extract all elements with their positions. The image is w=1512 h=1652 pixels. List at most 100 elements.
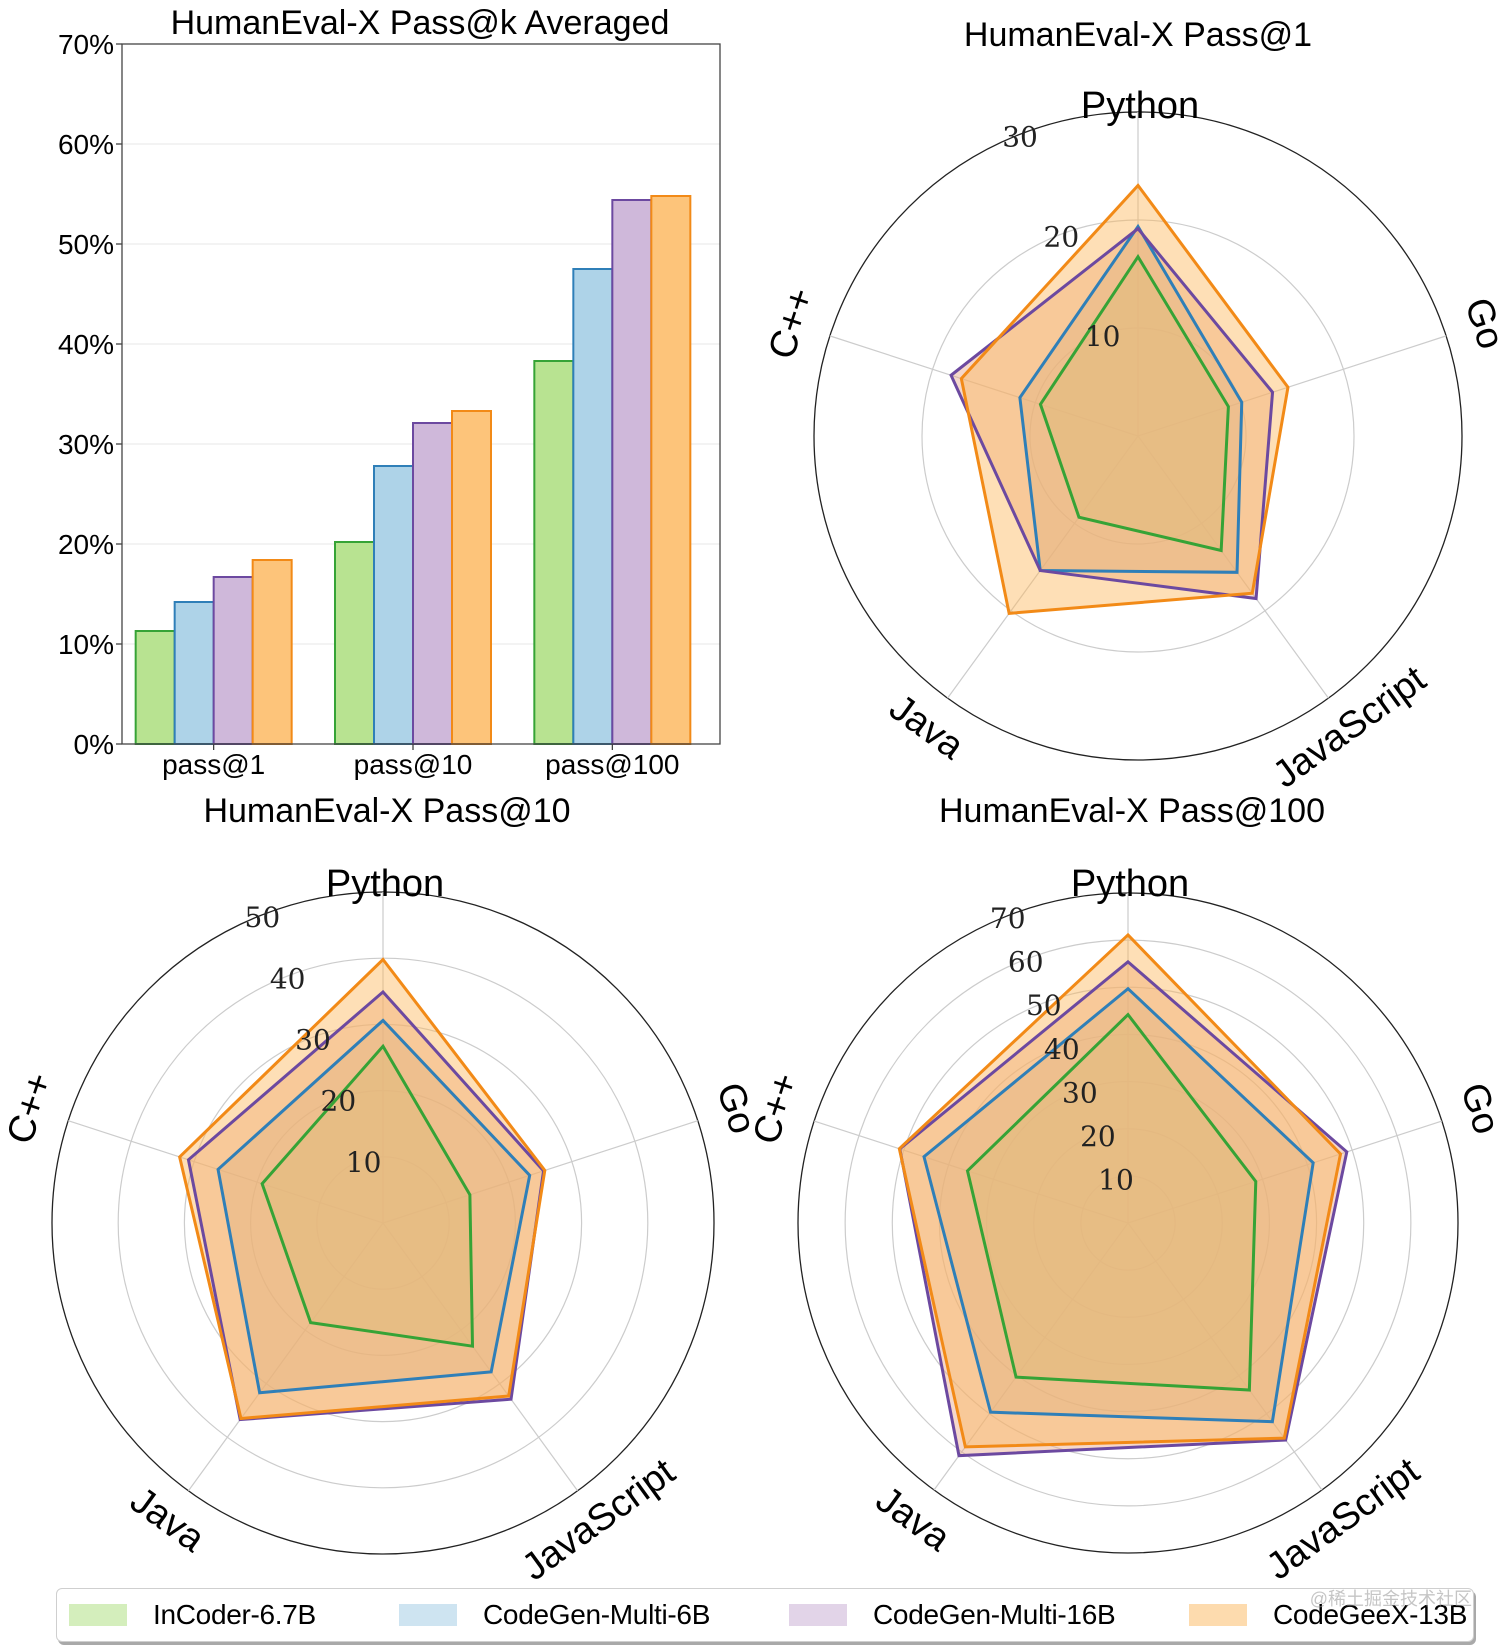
legend-swatch-codegeex <box>1189 1604 1247 1626</box>
legend-swatch-codegen-16b <box>789 1604 847 1626</box>
radar-axis-label-java: Java <box>882 687 972 769</box>
radar-fill-codegen-multi-16b <box>188 991 544 1420</box>
radar-fill-incoder-6-7b <box>967 1014 1256 1391</box>
radar-chart-pass1: HumanEval-X Pass@1 10 20 30 Python Go JavaScr… <box>761 16 1512 796</box>
bar-codegeex-13b-pass-100 <box>650 195 692 745</box>
radar-axis-label-javascript: JavaScript <box>515 1451 684 1590</box>
legend-swatch-incoder <box>69 1604 127 1626</box>
watermark: @稀土掘金技术社区 <box>1309 1589 1472 1609</box>
bar-y-tick-labels: 0% 10% 20% 30% 40% 50% 60% 70% <box>58 29 114 760</box>
bar-y-tick-label: 30% <box>58 429 114 460</box>
bar-x-tick-label: pass@10 <box>354 749 473 780</box>
bar-y-tick-label: 40% <box>58 329 114 360</box>
legend: InCoder-6.7B CodeGen-Multi-6B CodeGen-Mu… <box>56 1588 1474 1642</box>
radar-axis-label-go: Go <box>1452 1078 1508 1139</box>
bar-incoder-6-7b-pass-10 <box>334 541 375 745</box>
radar-outline-codegen-multi-6b <box>1018 223 1244 574</box>
radar-r-tick-label: 20 <box>321 1085 357 1118</box>
bar-chart-title: HumanEval-X Pass@k Averaged <box>171 4 670 42</box>
radar-axis-label-c: C++ <box>0 1068 61 1149</box>
bar-y-tick-label: 60% <box>58 129 114 160</box>
radar-outline-incoder-6-7b <box>260 1043 475 1348</box>
bar-series-group <box>134 195 692 745</box>
radar-fill-codegeex-13b <box>961 185 1288 614</box>
radar-axis-label-python: Python <box>1081 85 1199 127</box>
radar-r-tick-label: 40 <box>1044 1033 1080 1066</box>
radar-r-tick-label: 10 <box>1085 320 1121 353</box>
radar-axis-label-python: Python <box>1071 863 1189 905</box>
bar-codegeex-13b-pass-1 <box>251 559 293 745</box>
radar-outline-codegen-multi-6b <box>922 986 1315 1424</box>
bar-chart-averaged: HumanEval-X Pass@k Averaged 0% 10% 20% 30% 4… <box>58 4 721 780</box>
radar-pass10-title: HumanEval-X Pass@10 <box>203 792 570 830</box>
radar-r-tick-label: 40 <box>270 962 306 995</box>
radar-axis-label-go: Go <box>1456 293 1512 354</box>
radar-r-tick-label: 30 <box>1062 1076 1098 1109</box>
bar-codegeex-13b-pass-10 <box>451 410 492 745</box>
legend-swatch-codegen-6b <box>399 1604 457 1626</box>
radar-r-tick-label: 30 <box>1002 121 1038 154</box>
radar-outline-incoder-6-7b <box>1038 253 1230 553</box>
legend-label-codegen-16b: CodeGen-Multi-16B <box>873 1599 1116 1630</box>
bar-y-tick-label: 0% <box>74 729 114 760</box>
radar-outline-codegen-multi-6b <box>216 1018 532 1395</box>
radar-outline-codegeex-13b <box>897 932 1343 1449</box>
radar-axis-label-javascript: JavaScript <box>1266 658 1435 797</box>
legend-item-incoder: InCoder-6.7B <box>57 1589 387 1641</box>
radar-outline-codegen-multi-16b <box>949 226 1275 601</box>
bar-codegen-multi-16b-pass-100 <box>611 199 653 745</box>
radar-chart-pass100: HumanEval-X Pass@100 10 20 30 40 50 60 70 Pytho… <box>745 792 1508 1588</box>
radar-r-tick-label: 20 <box>1080 1120 1116 1153</box>
radar-outline-codegen-multi-16b <box>186 989 546 1422</box>
bar-codegen-multi-16b-pass-10 <box>412 422 453 745</box>
radar-axis-label-c: C++ <box>745 1068 807 1149</box>
radar-pass100-title: HumanEval-X Pass@100 <box>939 792 1325 830</box>
radar-r-tick-label: 60 <box>1008 946 1044 979</box>
radar-pass1-title: HumanEval-X Pass@1 <box>964 16 1312 54</box>
legend-item-codegen-16b: CodeGen-Multi-16B <box>777 1589 1177 1641</box>
radar-outline-codegen-multi-16b <box>898 959 1349 1458</box>
radar-outline-incoder-6-7b <box>965 1012 1258 1392</box>
bar-plot-frame <box>121 43 721 745</box>
bar-codegen-multi-6b-pass-10 <box>373 465 414 745</box>
radar-r-tick-label: 30 <box>295 1024 331 1057</box>
legend-label-incoder: InCoder-6.7B <box>153 1599 316 1630</box>
radar-r-tick-label: 10 <box>346 1146 382 1179</box>
radar-r-tick-label: 50 <box>1026 989 1062 1022</box>
bar-codegen-multi-6b-pass-1 <box>173 601 215 745</box>
bar-incoder-6-7b-pass-100 <box>533 360 575 745</box>
radar-r-tick-label: 10 <box>1098 1163 1134 1196</box>
radar-axis-label-java: Java <box>122 1479 212 1561</box>
radar-outline-codegeex-13b <box>177 957 547 1421</box>
radar-fill-codegen-multi-6b <box>1019 226 1242 573</box>
legend-item-codegen-6b: CodeGen-Multi-6B <box>387 1589 777 1641</box>
bar-codegen-multi-6b-pass-100 <box>572 268 614 745</box>
bar-y-tick-label: 50% <box>58 229 114 260</box>
bar-y-tick-label: 20% <box>58 529 114 560</box>
radar-axis-label-c: C++ <box>761 283 823 364</box>
radar-chart-pass10: HumanEval-X Pass@10 1020304050PythonGoJa… <box>0 792 764 1589</box>
radar-outline-codegeex-13b <box>959 183 1290 615</box>
bar-y-tick-label: 10% <box>58 629 114 660</box>
legend-label-codegen-6b: CodeGen-Multi-6B <box>483 1599 711 1630</box>
radar-fill-codegen-multi-6b <box>923 988 1314 1422</box>
radar-fill-incoder-6-7b <box>262 1046 473 1347</box>
legend-label-codegeex: CodeGeeX-13B <box>1273 1599 1468 1630</box>
bar-x-tick-label: pass@1 <box>162 749 265 780</box>
radar-axis-label-java: Java <box>868 1479 958 1561</box>
bar-axes <box>116 43 721 750</box>
bar-y-tick-label: 70% <box>58 29 114 60</box>
radar-axis-label-javascript: JavaScript <box>1259 1450 1428 1589</box>
radar-r-tick-label: 50 <box>245 901 281 934</box>
bar-x-tick-labels: pass@1 pass@10 pass@100 <box>162 749 679 780</box>
radar-axis-label-python: Python <box>326 863 444 905</box>
radar-r-tick-label: 20 <box>1044 220 1080 253</box>
radar-fill-codegen-multi-6b <box>218 1020 530 1393</box>
bar-x-tick-label: pass@100 <box>545 749 679 780</box>
radar-r-tick-label: 70 <box>990 902 1026 935</box>
legend-item-codegeex: CodeGeeX-13B <box>1177 1589 1467 1641</box>
bar-incoder-6-7b-pass-1 <box>134 630 176 745</box>
radar-fill-codegeex-13b <box>899 934 1341 1447</box>
radar-fill-codegeex-13b <box>179 959 545 1419</box>
